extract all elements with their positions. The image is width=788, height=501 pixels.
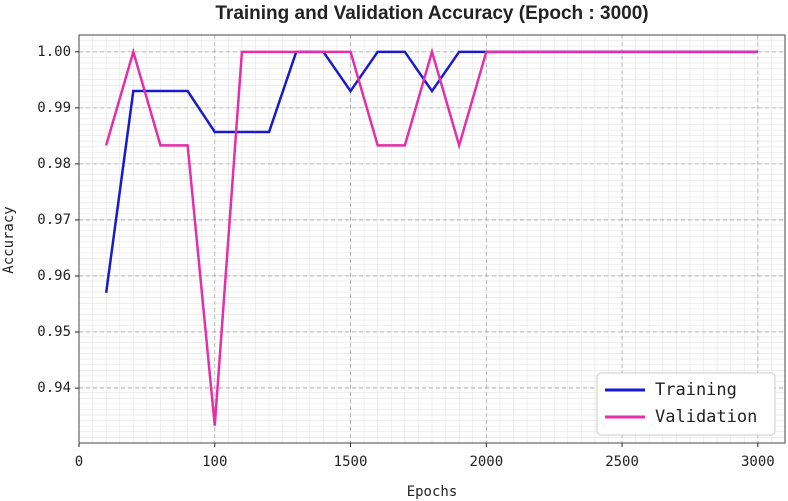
y-tick-label: 0.94 <box>37 380 71 396</box>
legend: Training Validation <box>596 372 776 436</box>
legend-label: Training <box>655 380 737 400</box>
y-tick-label: 0.97 <box>37 212 71 228</box>
y-tick-label: 0.99 <box>37 100 71 116</box>
x-tick-label: 2500 <box>605 454 639 470</box>
x-tick-label: 100 <box>202 454 227 470</box>
x-tick-label: 2000 <box>469 454 503 470</box>
y-tick-label: 0.95 <box>37 324 71 340</box>
x-axis-label: Epochs <box>407 484 458 500</box>
series-line <box>104 47 758 426</box>
y-tick-label: 0.96 <box>37 268 71 284</box>
legend-label: Validation <box>655 407 757 427</box>
y-tick-label: 0.98 <box>37 156 71 172</box>
y-tick-label: 1.00 <box>37 44 71 60</box>
x-tick-label: 1500 <box>334 454 368 470</box>
x-tick-label: 0 <box>75 454 83 470</box>
x-tick-label: 3000 <box>741 454 775 470</box>
chart-title: Training and Validation Accuracy (Epoch … <box>215 3 648 24</box>
y-axis-label: Accuracy <box>1 206 17 273</box>
plot-frame <box>78 34 786 444</box>
